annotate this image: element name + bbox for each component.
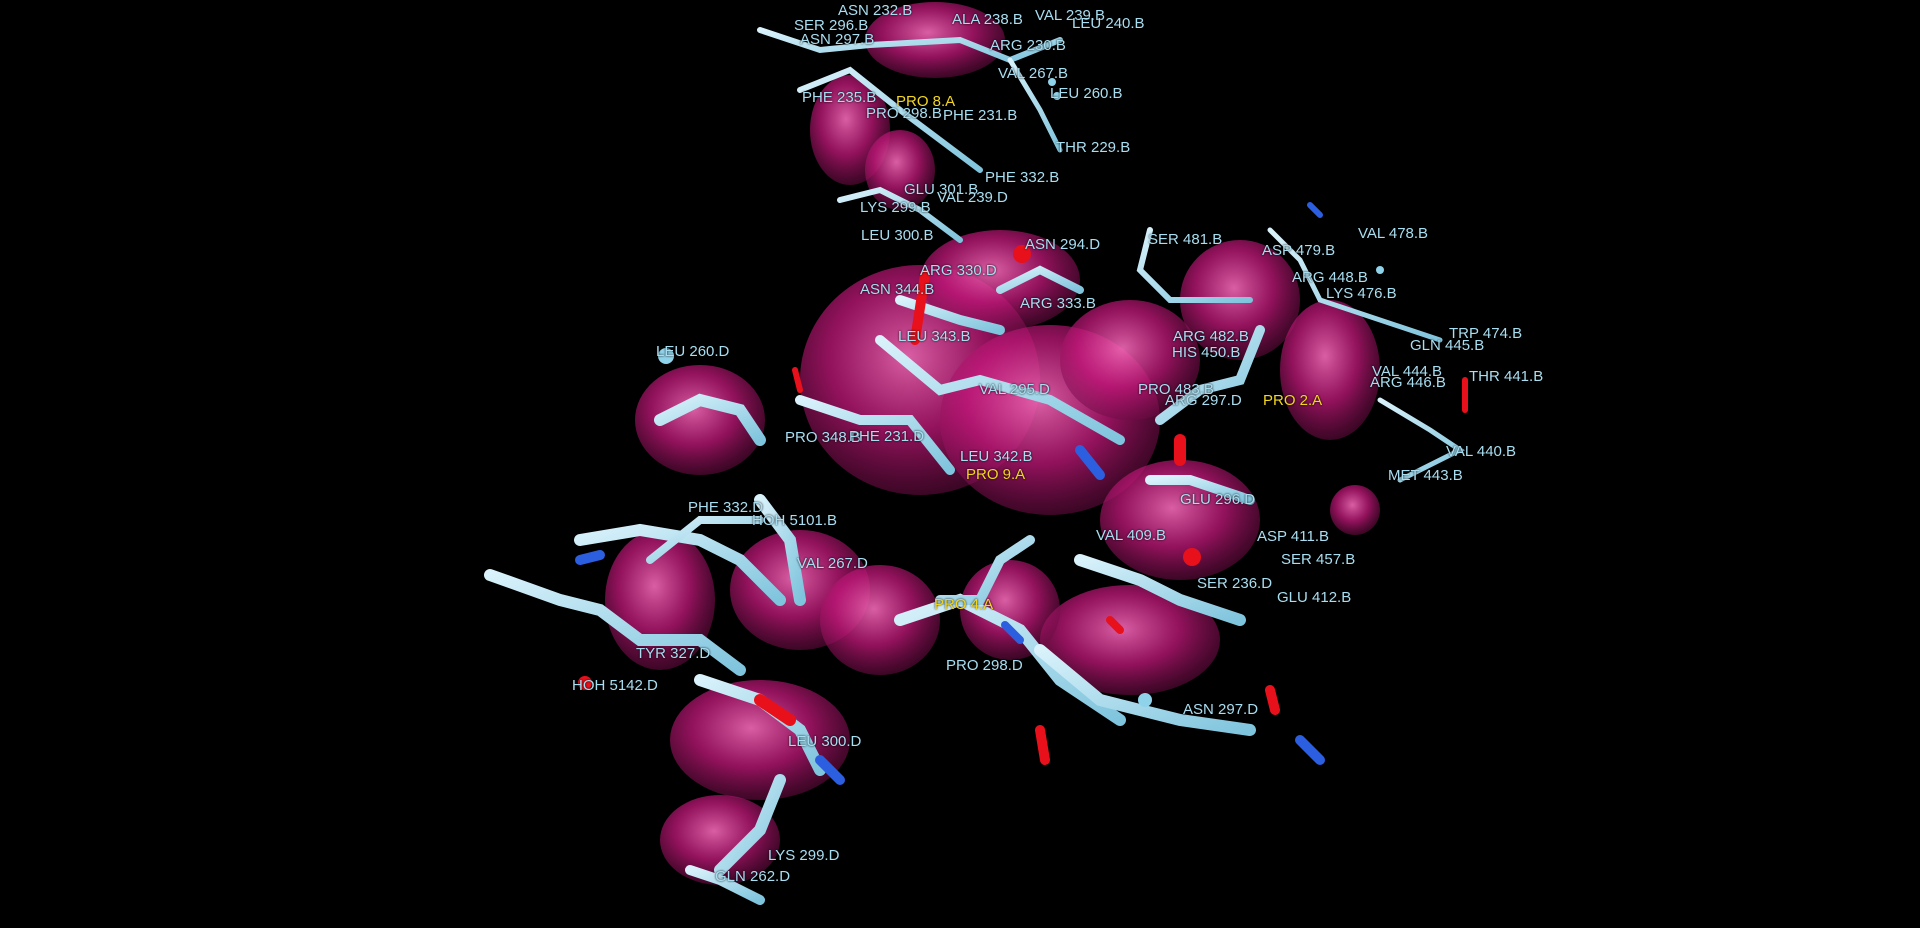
residue-label: ASN 232.B [838, 2, 913, 19]
residue-label: ARG 482.B [1173, 328, 1249, 345]
residue-label: LYS 299.D [768, 847, 840, 864]
residue-label: VAL 267.B [998, 65, 1069, 82]
residue-label: LYS 299.B [860, 199, 931, 216]
residue-label: PHE 231.D [849, 428, 925, 445]
residue-label: VAL 440.B [1446, 443, 1517, 460]
density-surface [605, 2, 1380, 885]
residue-label: VAL 295.D [979, 381, 1050, 398]
residue-label: ARG 230.B [990, 37, 1066, 54]
residue-label: PRO 298.D [946, 657, 1023, 674]
oxygen-bonds [754, 270, 1468, 765]
residue-label: SER 457.B [1281, 551, 1356, 568]
residue-label: TRP 474.B [1449, 325, 1523, 342]
residue-label: GLU 296.D [1180, 491, 1256, 508]
residue-label: VAL 478.B [1358, 225, 1429, 242]
residue-label: LEU 260.D [656, 343, 730, 360]
residue-label: MET 443.B [1388, 467, 1463, 484]
residue-label: ASN 297.B [800, 31, 875, 48]
residue-label: VAL 239.D [937, 189, 1008, 206]
residue-label: PRO 8.A [896, 93, 956, 110]
residue-label: PHE 235.B [802, 89, 877, 106]
residue-label: THR 441.B [1469, 368, 1544, 385]
residue-label: VAL 267.D [797, 555, 868, 572]
residue-label: ARG 333.B [1020, 295, 1096, 312]
residue-label: ALA 238.B [952, 11, 1023, 28]
residue-label: ASN 344.B [860, 281, 935, 298]
residue-label: LEU 240.B [1072, 15, 1145, 32]
residue-label: GLU 301.B [904, 181, 979, 198]
residue-label: HIS 450.B [1172, 344, 1241, 361]
residue-label: ARG 330.D [920, 262, 997, 279]
residue-label: SER 481.B [1148, 231, 1223, 248]
residue-label: LEU 300.B [861, 227, 934, 244]
residue-label: PRO 2.A [1263, 392, 1323, 409]
residue-label: ASN 297.D [1183, 701, 1259, 718]
residue-label: PHE 231.B [943, 107, 1018, 124]
residue-label: HOH 5142.D [572, 677, 658, 694]
residue-label: SER 296.B [794, 17, 869, 34]
residue-label: LEU 260.B [1050, 85, 1123, 102]
residue-label: TYR 327.D [636, 645, 711, 662]
residue-label: ARG 297.D [1165, 392, 1242, 409]
residue-label: VAL 239.B [1035, 7, 1106, 24]
residue-label: ASP 479.B [1262, 242, 1336, 259]
residue-label: ASN 294.D [1025, 236, 1101, 253]
residue-label: ARG 448.B [1292, 269, 1368, 286]
residue-label: LEU 300.D [788, 733, 862, 750]
residue-label: GLU 412.B [1277, 589, 1352, 606]
atom-spheres [578, 78, 1384, 707]
residue-label: LEU 343.B [898, 328, 971, 345]
residue-label: THR 229.B [1056, 139, 1131, 156]
residue-label: PRO 348.B [785, 429, 861, 446]
residue-label: SER 236.D [1197, 575, 1273, 592]
residue-label: PRO 298.B [866, 105, 942, 122]
residue-label: VAL 409.B [1096, 527, 1167, 544]
residue-label: GLN 445.B [1410, 337, 1485, 354]
residue-label: PHE 332.B [985, 169, 1060, 186]
residue-label: PRO 483.B [1138, 381, 1214, 398]
residue-label: PHE 332.D [688, 499, 764, 516]
residue-label: ARG 446.B [1370, 374, 1446, 391]
residue-label: LEU 342.B [960, 448, 1033, 465]
carbon-bonds [484, 27, 1465, 905]
residue-label: GLN 262.D [715, 868, 791, 885]
residue-label: ASP 411.B [1257, 528, 1329, 545]
nitrogen-bonds [575, 202, 1325, 785]
residue-label: LYS 476.B [1326, 285, 1397, 302]
residue-label: VAL 444.B [1372, 363, 1443, 380]
residue-label: PRO 9.A [966, 466, 1026, 483]
residue-label: HOH 5101.B [752, 512, 838, 529]
residue-label: PRO 4.A [934, 596, 994, 613]
